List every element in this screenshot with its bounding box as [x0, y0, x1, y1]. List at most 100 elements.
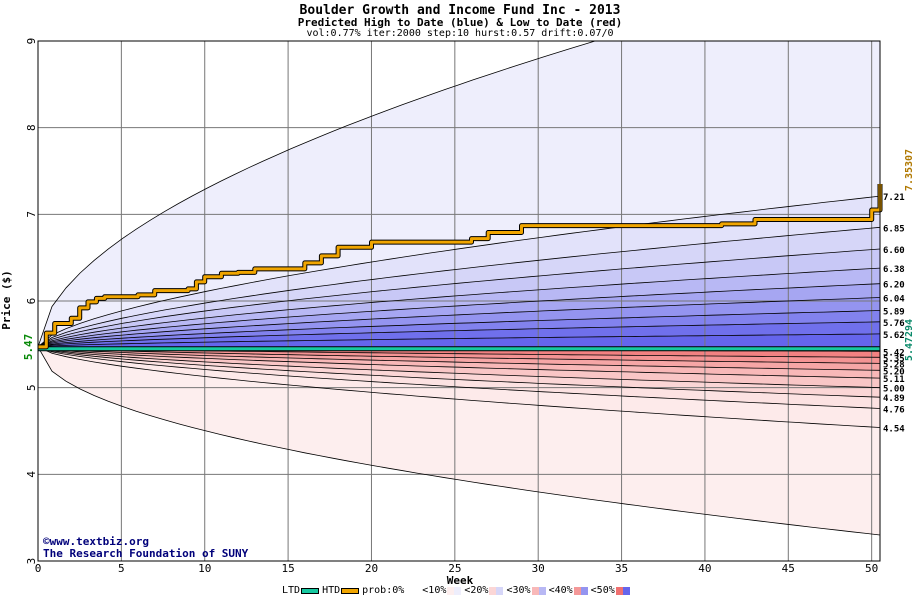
- red-band: [38, 346, 880, 364]
- x-tick-label: 10: [198, 562, 211, 575]
- htd-line: [38, 184, 882, 349]
- legend-htd: HTD: [322, 585, 360, 596]
- contour-line: [38, 267, 880, 348]
- red-band-end-label: 4.89: [883, 394, 905, 404]
- x-tick-label: 5: [118, 562, 125, 575]
- contour-line: [38, 248, 880, 348]
- contour-line: [38, 346, 880, 428]
- blue-band: [38, 321, 880, 347]
- x-tick-label: 30: [532, 562, 545, 575]
- blue-band: [38, 227, 880, 347]
- contour-line: [38, 297, 880, 348]
- current-price-label: 5.47: [22, 334, 35, 361]
- contour-line: [38, 41, 597, 348]
- blue-band: [38, 310, 880, 347]
- x-tick-label: 0: [35, 562, 42, 575]
- legend-p10: <10%: [422, 585, 462, 596]
- legend-htd-label: HTD: [322, 585, 341, 596]
- contour-line: [38, 346, 880, 389]
- legend-prob0-label: prob:0%: [362, 585, 405, 596]
- blue-band: [38, 333, 880, 347]
- legend-p20-label: <20%: [464, 585, 489, 596]
- red-band-end-label: 5.20: [883, 367, 905, 377]
- red-band-end-label: 5.28: [883, 360, 905, 370]
- blue-band-end-label: 5.62: [883, 331, 905, 341]
- legend-ltd: LTD: [282, 585, 320, 596]
- legend-ltd-label: LTD: [282, 585, 301, 596]
- contour-line: [38, 333, 880, 348]
- x-tick-label: 50: [865, 562, 878, 575]
- x-tick-label: 40: [698, 562, 711, 575]
- legend-p40: <40%: [549, 585, 589, 596]
- legend-p30-swatch: [531, 586, 546, 595]
- contour-line: [38, 195, 880, 348]
- contour-line: [38, 346, 880, 398]
- legend: LTD HTD prob:0% <10% <20% <30% <40% <50%: [282, 585, 633, 596]
- probability-bands: [38, 41, 880, 535]
- y-tick-label: 4: [25, 471, 38, 478]
- chart-params: vol:0.77% iter:2000 step:10 hurst:0.57 d…: [306, 28, 614, 39]
- legend-p30-label: <30%: [506, 585, 531, 596]
- x-axis-title: Week: [447, 574, 474, 587]
- legend-ltd-swatch: [301, 587, 320, 594]
- contour-line: [38, 310, 880, 348]
- contour-line: [38, 346, 880, 409]
- y-tick-label: 8: [25, 124, 38, 131]
- y-tick-label: 5: [25, 384, 38, 391]
- red-band-end-label: 5.42: [883, 348, 905, 358]
- legend-prob0-swatch: [405, 586, 420, 595]
- red-band-end-label: 5.00: [883, 385, 905, 395]
- blue-band: [38, 297, 880, 347]
- legend-p10-label: <10%: [422, 585, 447, 596]
- y-tick-label: 3: [25, 558, 38, 565]
- chart-subtitle: Predicted High to Date (blue) & Low to D…: [297, 16, 623, 29]
- credit-website: ©www.textbiz.org: [43, 535, 149, 548]
- contour-line: [38, 346, 880, 536]
- y-axis-title: Price ($): [0, 270, 13, 330]
- contour-line: [38, 283, 880, 348]
- y-tick-label: 9: [25, 38, 38, 45]
- blue-band: [38, 268, 880, 347]
- blue-band-end-label: 6.20: [883, 281, 905, 291]
- credit-foundation: The Research Foundation of SUNY: [43, 547, 249, 560]
- contour-line: [38, 346, 880, 379]
- red-band-end-label: 5.11: [883, 375, 905, 385]
- red-band-end-label: 4.54: [883, 425, 905, 435]
- blue-band: [38, 196, 880, 347]
- legend-p20: <20%: [464, 585, 504, 596]
- legend-p40-swatch: [573, 586, 588, 595]
- blue-band-end-label: 6.38: [883, 265, 905, 275]
- red-band: [38, 346, 880, 535]
- x-tick-label: 15: [281, 562, 294, 575]
- blue-band-end-label: 6.04: [883, 295, 905, 305]
- legend-p50-swatch: [615, 586, 630, 595]
- blue-band-end-label: 6.85: [883, 224, 905, 234]
- contour-line: [38, 226, 880, 348]
- chart-title: Boulder Growth and Income Fund Inc - 201…: [299, 3, 621, 18]
- contour-line: [38, 321, 880, 348]
- blue-band: [38, 283, 880, 347]
- x-tick-label: 45: [782, 562, 795, 575]
- blue-band-end-label: 5.89: [883, 308, 905, 318]
- htd-end-label: 7.35307: [904, 149, 915, 191]
- blue-band: [38, 249, 880, 347]
- red-band: [38, 346, 880, 409]
- plot-frame: [37, 40, 881, 562]
- y-tick-label: 6: [25, 298, 38, 305]
- y-tick-label: 7: [25, 211, 38, 218]
- legend-p30: <30%: [506, 585, 546, 596]
- x-tick-label: 20: [365, 562, 378, 575]
- red-band-end-label: 4.76: [883, 405, 905, 415]
- legend-prob0: prob:0%: [362, 585, 420, 596]
- band-end-labels: 7.21 6.85 6.60 6.38 6.20 6.04 5.895.76 5.62 5.42…: [883, 149, 915, 435]
- ltd-end-label: 5.47294: [904, 319, 915, 361]
- legend-p20-swatch: [489, 586, 504, 595]
- series-lines: [38, 184, 883, 352]
- legend-p50: <50%: [591, 585, 631, 596]
- legend-p40-label: <40%: [548, 585, 573, 596]
- x-tick-label: 25: [448, 562, 461, 575]
- contour-line: [38, 346, 880, 371]
- red-band: [38, 346, 880, 398]
